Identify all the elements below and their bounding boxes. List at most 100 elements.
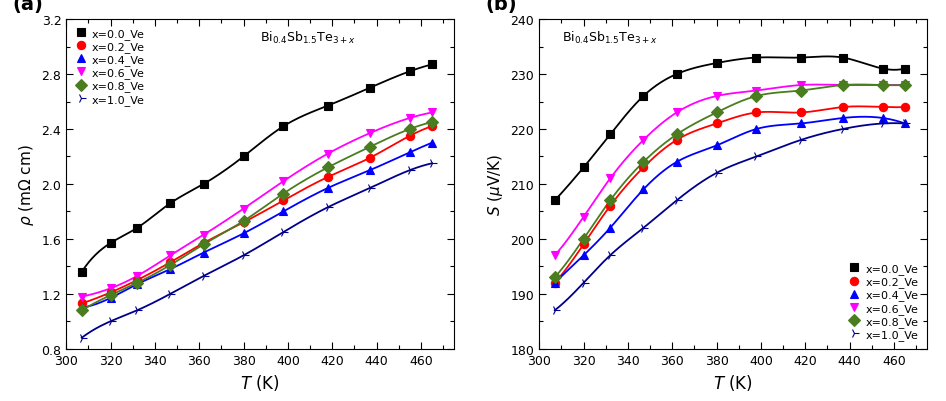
Line: x=1.0_Ve: x=1.0_Ve xyxy=(77,159,437,343)
x=0.8_Ve xyxy=(795,89,806,94)
x=0.8_Ve xyxy=(198,242,209,247)
x=1.0_Ve xyxy=(900,122,911,127)
x=0.4_Ve xyxy=(404,150,415,155)
x=0.6_Ve xyxy=(165,253,176,258)
x=1.0_Ve xyxy=(364,186,376,191)
x=0.2_Ve xyxy=(604,204,616,209)
x=0.6_Ve xyxy=(578,215,589,220)
x=0.4_Ve xyxy=(877,116,888,121)
x=0.0_Ve xyxy=(165,201,176,206)
x=0.4_Ve xyxy=(165,267,176,272)
x=0.6_Ve xyxy=(751,89,762,94)
x=0.0_Ve xyxy=(278,124,289,129)
x=0.2_Ve xyxy=(131,278,143,283)
x=1.0_Ve xyxy=(278,230,289,235)
x=0.2_Ve xyxy=(404,134,415,139)
x=0.6_Ve xyxy=(278,179,289,184)
x=1.0_Ve xyxy=(578,281,589,286)
x=0.2_Ve xyxy=(278,198,289,203)
x=0.2_Ve xyxy=(237,221,249,225)
Text: Bi$_{0.4}$Sb$_{1.5}$Te$_{3+x}$: Bi$_{0.4}$Sb$_{1.5}$Te$_{3+x}$ xyxy=(563,30,658,46)
x=0.0_Ve xyxy=(710,61,722,66)
x=0.4_Ve xyxy=(322,186,333,191)
Line: x=0.8_Ve: x=0.8_Ve xyxy=(78,119,436,315)
x=0.6_Ve xyxy=(710,94,722,99)
x=0.4_Ve xyxy=(76,306,87,310)
x=0.4_Ve xyxy=(638,188,649,192)
Line: x=0.0_Ve: x=0.0_Ve xyxy=(551,54,909,205)
x=0.2_Ve xyxy=(427,124,438,129)
x=0.8_Ve xyxy=(131,281,143,286)
x=0.0_Ve xyxy=(76,270,87,275)
x=0.4_Ve xyxy=(837,116,849,121)
x=0.6_Ve xyxy=(76,294,87,299)
x=0.8_Ve xyxy=(638,160,649,165)
x=0.8_Ve xyxy=(105,293,116,298)
x=0.4_Ve xyxy=(671,160,682,165)
x=0.4_Ve xyxy=(549,281,560,286)
x=0.0_Ve xyxy=(237,155,249,160)
x=0.6_Ve xyxy=(837,83,849,88)
x=0.2_Ve xyxy=(549,281,560,286)
x=0.0_Ve xyxy=(198,182,209,187)
Text: (a): (a) xyxy=(12,0,43,14)
x=0.0_Ve xyxy=(638,94,649,99)
x=0.0_Ve xyxy=(877,67,888,72)
x=0.6_Ve xyxy=(549,253,560,258)
x=0.6_Ve xyxy=(364,132,376,136)
x=0.2_Ve xyxy=(877,105,888,110)
x=0.6_Ve xyxy=(638,138,649,143)
x=0.0_Ve xyxy=(900,67,911,72)
x=0.2_Ve xyxy=(578,242,589,247)
x=0.6_Ve xyxy=(671,111,682,115)
x=0.6_Ve xyxy=(795,83,806,88)
x=0.0_Ve xyxy=(549,198,560,203)
x=0.0_Ve xyxy=(751,56,762,61)
x=0.8_Ve xyxy=(165,263,176,268)
x=1.0_Ve xyxy=(76,336,87,340)
x=0.0_Ve xyxy=(837,56,849,61)
x=0.2_Ve xyxy=(671,138,682,143)
Text: (b): (b) xyxy=(485,0,517,14)
x=0.8_Ve xyxy=(278,192,289,196)
x=0.2_Ve xyxy=(198,241,209,246)
X-axis label: $T$ (K): $T$ (K) xyxy=(713,372,753,392)
x=0.6_Ve xyxy=(877,83,888,88)
x=0.0_Ve xyxy=(105,241,116,246)
x=0.2_Ve xyxy=(165,260,176,265)
Line: x=0.4_Ve: x=0.4_Ve xyxy=(78,139,436,312)
x=0.2_Ve xyxy=(322,175,333,180)
x=1.0_Ve xyxy=(131,308,143,313)
x=0.6_Ve xyxy=(105,286,116,291)
x=0.8_Ve xyxy=(237,219,249,224)
Line: x=0.6_Ve: x=0.6_Ve xyxy=(78,109,436,301)
x=0.8_Ve xyxy=(837,83,849,88)
x=0.8_Ve xyxy=(671,133,682,138)
x=1.0_Ve xyxy=(710,171,722,176)
x=1.0_Ve xyxy=(671,198,682,203)
Text: Bi$_{0.4}$Sb$_{1.5}$Te$_{3+x}$: Bi$_{0.4}$Sb$_{1.5}$Te$_{3+x}$ xyxy=(260,30,356,46)
x=0.2_Ve xyxy=(837,105,849,110)
x=0.4_Ve xyxy=(198,251,209,255)
x=0.2_Ve xyxy=(795,111,806,115)
x=0.8_Ve xyxy=(364,145,376,150)
x=0.6_Ve xyxy=(198,233,209,237)
x=0.2_Ve xyxy=(900,105,911,110)
x=0.8_Ve xyxy=(900,83,911,88)
x=0.2_Ve xyxy=(710,122,722,127)
x=1.0_Ve xyxy=(322,205,333,210)
Line: x=0.2_Ve: x=0.2_Ve xyxy=(78,123,436,308)
x=0.0_Ve xyxy=(604,133,616,138)
x=1.0_Ve xyxy=(795,138,806,143)
x=0.4_Ve xyxy=(131,282,143,287)
Line: x=0.4_Ve: x=0.4_Ve xyxy=(551,115,909,287)
x=0.0_Ve xyxy=(671,73,682,77)
x=0.8_Ve xyxy=(751,94,762,99)
Y-axis label: $S$ ($\mu$V/K): $S$ ($\mu$V/K) xyxy=(486,153,505,216)
x=0.2_Ve xyxy=(105,290,116,295)
x=1.0_Ve xyxy=(837,127,849,132)
x=0.6_Ve xyxy=(237,207,249,212)
x=1.0_Ve xyxy=(604,253,616,258)
x=0.4_Ve xyxy=(427,141,438,146)
Line: x=0.0_Ve: x=0.0_Ve xyxy=(78,61,436,276)
